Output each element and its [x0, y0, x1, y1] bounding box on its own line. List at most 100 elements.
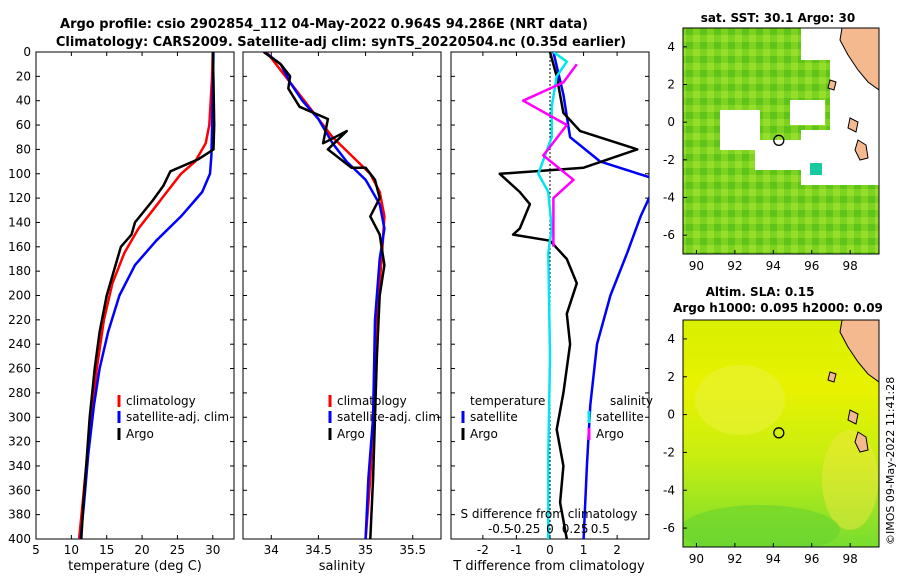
y-tick-label: 320 — [8, 435, 31, 449]
sla-argo-marker — [773, 427, 785, 439]
y-tick-label: 300 — [8, 410, 31, 424]
sumatra-coast-1 — [839, 28, 879, 91]
salinity-difference-ticks: -0.5-0.25 0 0.25 0.5 — [488, 522, 610, 536]
sst-map-frame — [682, 27, 880, 255]
sla-map: Altim. SLA: 0.15 Argo h1000: 0.095 h2000… — [663, 285, 883, 566]
y-tick-label: 240 — [8, 337, 31, 351]
difference-x-ticks: -2 -1 0 1 2 — [477, 52, 621, 557]
sst-map: sat. SST: 30.1 Argo: 30 90 92 94 96 98 4 2 0 -2 -… — [663, 11, 880, 273]
sst-cloud-gap-4 — [790, 100, 825, 125]
map-x-tick-label: 90 — [689, 552, 704, 566]
sla-map-frame — [682, 319, 880, 548]
series-line-s-argo — [521, 63, 578, 247]
salinity-y-ticks — [243, 51, 441, 540]
x-tick-label: -1 — [510, 543, 522, 557]
s-tick-label: -0.25 — [509, 522, 540, 536]
temperature-y-ticks: 0 20 40 60 80 100 120 140 160 180 200 220 240 260 280 3… — [8, 45, 234, 546]
x-tick-label: 0 — [546, 543, 554, 557]
s-tick-label: 0 — [546, 522, 554, 536]
island-2 — [847, 117, 859, 133]
legend-climatology-label: climatology — [337, 394, 407, 408]
legend-salinity-title: salinity — [610, 394, 653, 408]
island-3 — [827, 79, 837, 91]
title-line-1: Argo profile: csio 2902854_112 04-May-20… — [60, 17, 588, 32]
salinity-series — [262, 52, 386, 539]
temperature-series — [77, 52, 216, 539]
t-difference-label: T difference from climatology — [452, 559, 645, 574]
map-y-tick-label: 2 — [667, 370, 675, 384]
difference-legend: temperature salinity satellite Argo sate… — [461, 394, 653, 441]
y-tick-label: 380 — [8, 508, 31, 522]
difference-series — [498, 52, 649, 539]
map-y-tick-label: -2 — [663, 445, 675, 459]
series-line-s-satellite — [537, 52, 569, 539]
x-tick-label: 30 — [205, 543, 220, 557]
y-tick-label: 180 — [8, 264, 31, 278]
map-x-tick-label: 90 — [689, 259, 704, 273]
map-x-tick-label: 94 — [766, 552, 781, 566]
sla-high-patch-2 — [822, 430, 878, 530]
map-y-tick-label: 2 — [667, 78, 675, 92]
island-5 — [847, 409, 859, 425]
island-4 — [854, 431, 869, 453]
sla-map-subtitle: Argo h1000: 0.095 h2000: 0.09 — [673, 301, 883, 315]
y-tick-label: 80 — [16, 142, 31, 156]
map-y-tick-label: 4 — [667, 332, 675, 346]
map-y-tick-label: -6 — [663, 521, 675, 535]
x-tick-label: 2 — [613, 543, 621, 557]
y-tick-label: 360 — [8, 483, 31, 497]
x-tick-label: 35.5 — [399, 543, 426, 557]
x-tick-label: 1 — [580, 543, 588, 557]
legend-t-satellite-label: satellite — [470, 410, 518, 424]
y-tick-label: 0 — [23, 45, 31, 59]
s-tick-label: 0.5 — [591, 522, 610, 536]
temperature-x-label: temperature (deg C) — [68, 559, 202, 574]
y-tick-label: 400 — [8, 532, 31, 546]
series-line-t-argo — [498, 52, 639, 539]
salinity-panel: 34 34.5 35 35.5 salinity climatology satell… — [242, 51, 442, 574]
legend-satellite-label: satellite-adj. clim — [126, 410, 229, 424]
y-tick-label: 140 — [8, 215, 31, 229]
s-difference-label: S difference from climatology — [461, 507, 638, 521]
map-y-tick-label: -2 — [663, 153, 675, 167]
map-y-tick-label: 0 — [667, 115, 675, 129]
legend-t-argo-label: Argo — [470, 427, 498, 441]
map-y-tick-label: -4 — [663, 483, 675, 497]
s-tick-label: -0.5 — [488, 522, 511, 536]
map-y-tick-label: 4 — [667, 40, 675, 54]
map-x-tick-label: 98 — [843, 552, 858, 566]
y-tick-label: 40 — [16, 94, 31, 108]
y-tick-label: 200 — [8, 289, 31, 303]
legend-argo-label: Argo — [337, 427, 365, 441]
map-x-tick-label: 92 — [727, 552, 742, 566]
y-tick-label: 340 — [8, 459, 31, 473]
sst-argo-marker — [773, 134, 785, 146]
x-tick-label: 15 — [99, 543, 114, 557]
island-1 — [854, 139, 869, 161]
map-x-tick-label: 96 — [804, 259, 819, 273]
map-x-tick-label: 92 — [727, 259, 742, 273]
temperature-panel: 0 20 40 60 80 100 120 140 160 180 200 220 240 260 280 3… — [8, 45, 235, 574]
x-tick-label: 25 — [170, 543, 185, 557]
temperature-axes-frame — [35, 51, 235, 540]
salinity-legend: climatology satellite-adj. clim Argo — [328, 394, 440, 441]
sst-field-south — [690, 185, 879, 254]
salinity-axes-frame — [242, 51, 442, 540]
x-tick-label: 20 — [134, 543, 149, 557]
legend-satellite-label: satellite-adj. clim — [337, 410, 440, 424]
imos-watermark: ©IMOS 09-May-2022 11:41:28 — [884, 377, 897, 545]
series-line-argo — [80, 52, 216, 539]
legend-s-satellite-label: satellite — [596, 410, 644, 424]
sst-cloud-gap-2 — [755, 140, 805, 170]
x-tick-label: 10 — [64, 543, 79, 557]
map-x-tick-label: 94 — [766, 259, 781, 273]
map-y-tick-label: -4 — [663, 191, 675, 205]
temperature-x-ticks: 5 10 15 20 25 30 — [32, 52, 220, 557]
x-tick-label: 5 — [32, 543, 40, 557]
legend-argo-label: Argo — [126, 427, 154, 441]
y-tick-label: 60 — [16, 118, 31, 132]
map-x-tick-label: 96 — [804, 552, 819, 566]
difference-y-ticks — [451, 51, 649, 540]
sla-low-patch — [683, 505, 840, 547]
